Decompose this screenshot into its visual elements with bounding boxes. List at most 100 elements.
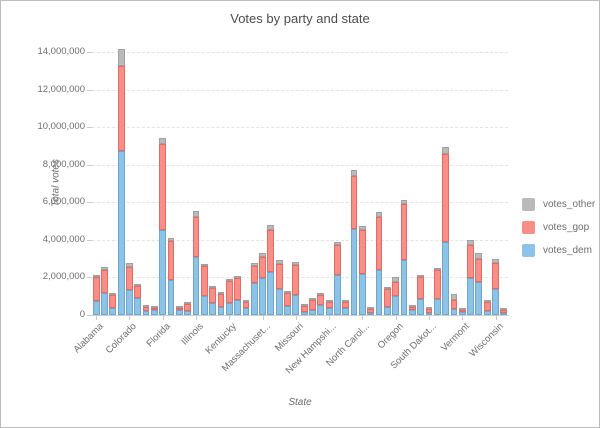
segment-votes_other[interactable] bbox=[184, 301, 192, 304]
segment-votes_dem[interactable] bbox=[492, 289, 499, 315]
segment-votes_other[interactable] bbox=[292, 262, 300, 265]
segment-votes_dem[interactable] bbox=[175, 310, 183, 315]
bar-connecticut[interactable] bbox=[134, 283, 142, 315]
bar-west-virginia[interactable] bbox=[483, 300, 491, 315]
bar-california[interactable] bbox=[117, 48, 125, 315]
segment-votes_dem[interactable] bbox=[483, 311, 491, 315]
segment-votes_gop[interactable] bbox=[375, 216, 383, 271]
segment-votes_dem[interactable] bbox=[117, 150, 125, 315]
segment-votes_gop[interactable] bbox=[225, 280, 233, 304]
bar-arkansas[interactable] bbox=[109, 293, 117, 315]
segment-votes_gop[interactable] bbox=[92, 276, 100, 302]
segment-votes_dem[interactable] bbox=[292, 294, 300, 315]
bar-new-mexico[interactable] bbox=[342, 299, 350, 315]
segment-votes_other[interactable] bbox=[342, 299, 350, 302]
segment-votes_other[interactable] bbox=[101, 266, 108, 270]
segment-votes_gop[interactable] bbox=[300, 306, 308, 312]
segment-votes_other[interactable] bbox=[259, 252, 266, 258]
segment-votes_dem[interactable] bbox=[500, 313, 508, 315]
segment-votes_other[interactable] bbox=[325, 299, 333, 302]
segment-votes_dem[interactable] bbox=[334, 274, 341, 315]
segment-votes_dem[interactable] bbox=[267, 272, 275, 315]
segment-votes_gop[interactable] bbox=[450, 299, 458, 310]
segment-votes_dem[interactable] bbox=[300, 311, 308, 315]
bar-south-dakota[interactable] bbox=[425, 306, 433, 315]
segment-votes_gop[interactable] bbox=[292, 264, 300, 295]
segment-votes_gop[interactable] bbox=[392, 281, 400, 297]
segment-votes_gop[interactable] bbox=[467, 244, 474, 278]
segment-votes_other[interactable] bbox=[375, 211, 383, 217]
bar-south-carolina[interactable] bbox=[417, 275, 425, 315]
segment-votes_gop[interactable] bbox=[200, 266, 208, 296]
bar-washington[interactable] bbox=[475, 252, 483, 315]
segment-votes_gop[interactable] bbox=[250, 265, 258, 284]
segment-votes_gop[interactable] bbox=[475, 259, 483, 283]
segment-votes_other[interactable] bbox=[225, 278, 233, 281]
bar-maryland[interactable] bbox=[250, 262, 258, 315]
segment-votes_gop[interactable] bbox=[334, 244, 341, 275]
segment-votes_dem[interactable] bbox=[383, 307, 391, 315]
segment-votes_gop[interactable] bbox=[209, 287, 217, 303]
segment-votes_other[interactable] bbox=[458, 307, 466, 310]
segment-votes_other[interactable] bbox=[359, 225, 366, 230]
segment-votes_dem[interactable] bbox=[225, 303, 233, 315]
bar-texas[interactable] bbox=[442, 146, 449, 315]
bar-louisiana[interactable] bbox=[234, 276, 241, 315]
segment-votes_dem[interactable] bbox=[350, 229, 358, 315]
segment-votes_dem[interactable] bbox=[109, 307, 117, 315]
bar-wyoming[interactable] bbox=[500, 307, 508, 315]
segment-votes_dem[interactable] bbox=[392, 296, 400, 315]
segment-votes_other[interactable] bbox=[367, 306, 375, 309]
segment-votes_gop[interactable] bbox=[400, 204, 408, 261]
segment-votes_other[interactable] bbox=[209, 285, 217, 288]
segment-votes_dem[interactable] bbox=[242, 308, 250, 315]
bar-new-hampshire[interactable] bbox=[325, 299, 333, 315]
segment-votes_other[interactable] bbox=[217, 292, 225, 295]
segment-votes_gop[interactable] bbox=[117, 66, 125, 151]
segment-votes_other[interactable] bbox=[300, 304, 308, 307]
segment-votes_other[interactable] bbox=[392, 277, 400, 282]
segment-votes_dem[interactable] bbox=[167, 279, 175, 315]
segment-votes_gop[interactable] bbox=[234, 278, 241, 301]
segment-votes_other[interactable] bbox=[475, 252, 483, 260]
segment-votes_other[interactable] bbox=[425, 306, 433, 309]
segment-votes_dem[interactable] bbox=[458, 311, 466, 315]
segment-votes_gop[interactable] bbox=[101, 269, 108, 294]
bar-virginia[interactable] bbox=[467, 240, 474, 315]
segment-votes_gop[interactable] bbox=[175, 307, 183, 310]
segment-votes_other[interactable] bbox=[483, 300, 491, 303]
segment-votes_dem[interactable] bbox=[184, 311, 192, 315]
legend-item-votes_gop[interactable]: votes_gop bbox=[522, 221, 595, 234]
segment-votes_dem[interactable] bbox=[450, 309, 458, 315]
segment-votes_other[interactable] bbox=[467, 240, 474, 245]
bar-mississippi[interactable] bbox=[284, 290, 291, 315]
bar-wisconsin[interactable] bbox=[492, 259, 499, 315]
segment-votes_dem[interactable] bbox=[325, 308, 333, 315]
bar-nevada[interactable] bbox=[317, 293, 325, 315]
segment-votes_other[interactable] bbox=[134, 283, 142, 286]
segment-votes_dem[interactable] bbox=[417, 298, 425, 315]
segment-votes_gop[interactable] bbox=[433, 270, 441, 299]
segment-votes_other[interactable] bbox=[309, 298, 316, 301]
segment-votes_gop[interactable] bbox=[342, 301, 350, 308]
segment-votes_dem[interactable] bbox=[200, 295, 208, 315]
segment-votes_gop[interactable] bbox=[151, 307, 158, 310]
segment-votes_dem[interactable] bbox=[209, 302, 217, 315]
bar-michigan[interactable] bbox=[267, 224, 275, 315]
segment-votes_gop[interactable] bbox=[458, 309, 466, 312]
segment-votes_gop[interactable] bbox=[383, 289, 391, 308]
segment-votes_dem[interactable] bbox=[134, 298, 142, 315]
segment-votes_other[interactable] bbox=[142, 305, 150, 308]
segment-votes_gop[interactable] bbox=[325, 301, 333, 309]
segment-votes_gop[interactable] bbox=[350, 176, 358, 230]
bar-alabama[interactable] bbox=[92, 274, 100, 315]
segment-votes_dem[interactable] bbox=[192, 256, 200, 315]
segment-votes_gop[interactable] bbox=[284, 292, 291, 306]
segment-votes_dem[interactable] bbox=[375, 270, 383, 315]
segment-votes_dem[interactable] bbox=[408, 310, 416, 315]
bar-delaware[interactable] bbox=[142, 305, 150, 315]
segment-votes_gop[interactable] bbox=[275, 264, 283, 290]
segment-votes_other[interactable] bbox=[275, 259, 283, 265]
segment-votes_gop[interactable] bbox=[483, 302, 491, 312]
segment-votes_dem[interactable] bbox=[284, 305, 291, 315]
